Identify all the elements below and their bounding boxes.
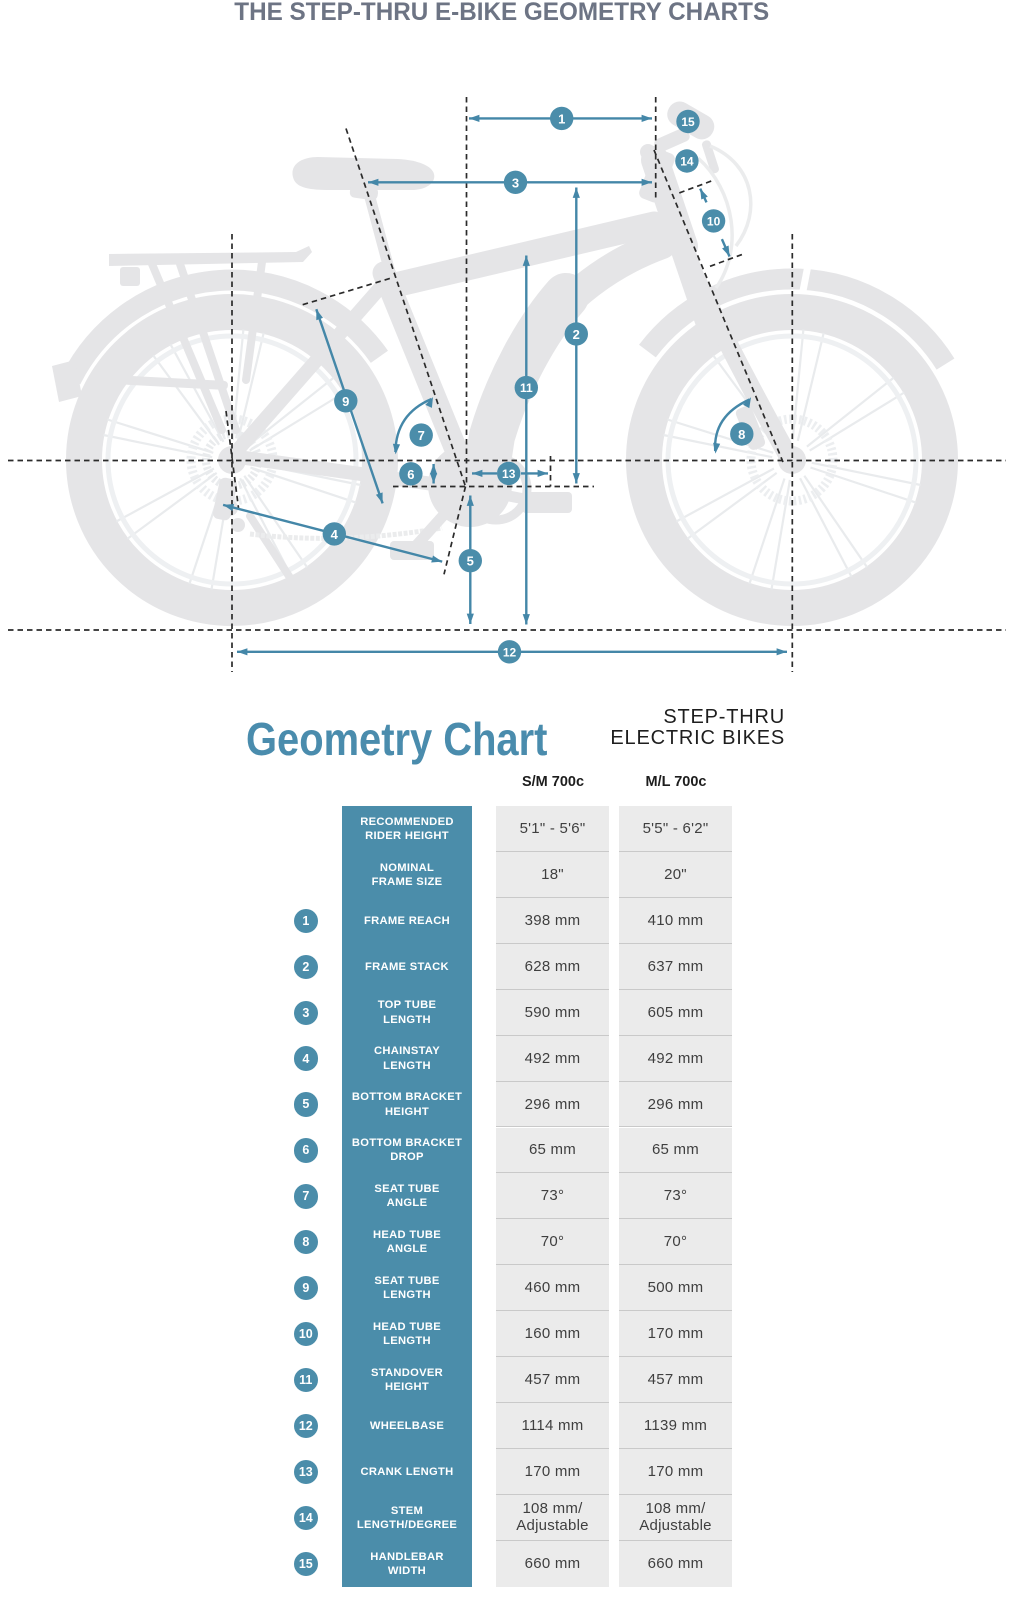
svg-text:7: 7 (418, 428, 425, 443)
svg-text:6: 6 (407, 467, 414, 482)
svg-text:4: 4 (331, 527, 339, 542)
svg-text:1: 1 (558, 111, 565, 126)
svg-text:2: 2 (573, 327, 580, 342)
svg-text:8: 8 (738, 427, 745, 442)
svg-text:5: 5 (467, 554, 474, 569)
svg-text:10: 10 (707, 214, 721, 228)
svg-text:11: 11 (520, 381, 533, 395)
svg-text:9: 9 (342, 394, 349, 409)
svg-text:3: 3 (512, 175, 519, 190)
svg-text:12: 12 (503, 645, 517, 659)
svg-text:13: 13 (502, 467, 516, 481)
svg-text:15: 15 (681, 115, 695, 129)
svg-text:14: 14 (680, 155, 694, 169)
